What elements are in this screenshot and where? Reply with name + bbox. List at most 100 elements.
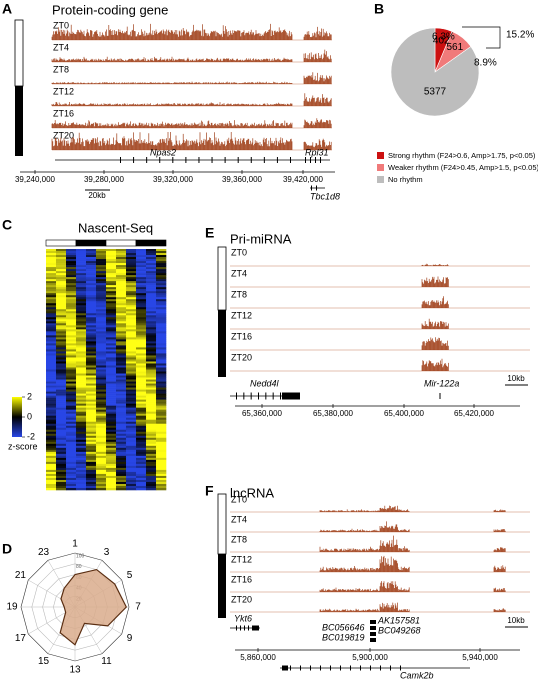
heat-cell: [116, 479, 127, 483]
heat-cell: [96, 393, 107, 396]
heat-cell: [76, 407, 87, 410]
panel-title: Pri-miRNA: [230, 231, 292, 246]
panel-letter: D: [2, 541, 12, 557]
radar-label: 21: [15, 570, 27, 581]
heat-cell: [116, 351, 127, 354]
heat-cell: [146, 443, 157, 447]
heat-cell: [86, 459, 97, 463]
heat-cell: [46, 325, 57, 328]
exon: [224, 157, 226, 163]
heat-cell: [116, 435, 127, 439]
heat-cell: [56, 369, 67, 372]
heat-cell: [96, 459, 107, 463]
heat-cell: [116, 279, 127, 282]
heat-cell: [86, 273, 97, 276]
heat-cell: [96, 447, 107, 451]
heat-cell: [96, 389, 107, 392]
heat-cell: [126, 301, 137, 304]
heat-cell: [96, 457, 107, 461]
heat-cell: [126, 287, 137, 290]
exon: [380, 665, 381, 671]
heat-cell: [136, 357, 147, 360]
heat-cell: [136, 377, 147, 380]
heat-cell: [116, 471, 127, 475]
heat-cell: [96, 305, 107, 308]
heat-cell: [126, 393, 137, 396]
heat-cell: [106, 485, 117, 489]
exon: [350, 665, 351, 671]
heat-cell: [106, 343, 117, 346]
heat-cell: [116, 317, 127, 320]
heat-cell: [76, 461, 87, 465]
heat-cell: [86, 465, 97, 469]
heat-cell: [56, 485, 67, 489]
exon: [300, 665, 301, 671]
heat-cell: [96, 255, 107, 258]
heat-cell: [116, 257, 127, 260]
heat-cell: [106, 443, 117, 447]
heat-cell: [56, 411, 67, 414]
heat-cell: [96, 371, 107, 374]
heat-cell: [146, 307, 157, 310]
annotation: 6.3%: [432, 32, 455, 43]
exon: [370, 626, 376, 630]
heat-cell: [66, 395, 77, 398]
heat-cell: [146, 431, 157, 435]
heat-cell: [86, 471, 97, 475]
heat-cell: [76, 369, 87, 372]
heat-cell: [86, 319, 97, 322]
heat-cell: [76, 321, 87, 324]
heat-cell: [76, 433, 87, 437]
heat-cell: [146, 311, 157, 314]
heat-cell: [136, 455, 147, 459]
heat-cell: [56, 401, 67, 404]
heat-cell: [106, 401, 117, 404]
heat-cell: [146, 467, 157, 471]
heat-cell: [96, 409, 107, 412]
heat-cell: [146, 481, 157, 485]
heat-cell: [156, 419, 167, 423]
gene-name: BC049268: [378, 625, 421, 635]
heat-cell: [76, 391, 87, 394]
heat-cell: [116, 419, 127, 423]
signal: [51, 23, 332, 40]
heat-cell: [156, 343, 167, 346]
heat-cell: [76, 387, 87, 390]
heat-cell: [86, 297, 97, 300]
heat-cell: [136, 295, 147, 298]
heat-cell: [116, 359, 127, 362]
heat-cell: [86, 261, 97, 264]
heat-cell: [156, 451, 167, 455]
heat-cell: [156, 331, 167, 334]
heat-cell: [106, 397, 117, 400]
heat-cell: [136, 383, 147, 386]
heat-cell: [96, 423, 107, 427]
heat-cell: [136, 355, 147, 358]
heat-cell: [66, 361, 77, 364]
heat-cell: [126, 421, 137, 425]
heat-cell: [126, 351, 137, 354]
signal: [51, 72, 332, 84]
heat-cell: [46, 289, 57, 292]
heat-cell: [106, 399, 117, 402]
heat-cell: [46, 425, 57, 429]
heat-cell: [46, 399, 57, 402]
heat-cell: [86, 395, 97, 398]
heat-cell: [86, 453, 97, 457]
heat-cell: [96, 285, 107, 288]
heat-cell: [106, 341, 117, 344]
panel-letter: E: [205, 225, 214, 241]
heat-cell: [46, 459, 57, 463]
heat-cell: [96, 479, 107, 483]
heat-cell: [156, 355, 167, 358]
heat-cell: [116, 315, 127, 318]
heat-cell: [46, 337, 57, 340]
heat-cell: [66, 315, 77, 318]
heat-cell: [126, 473, 137, 477]
light-bar: [14, 19, 24, 87]
heat-cell: [76, 473, 87, 477]
heat-cell: [76, 255, 87, 258]
heat-cell: [136, 421, 147, 425]
heat-cell: [96, 321, 107, 324]
heat-cell: [116, 439, 127, 443]
